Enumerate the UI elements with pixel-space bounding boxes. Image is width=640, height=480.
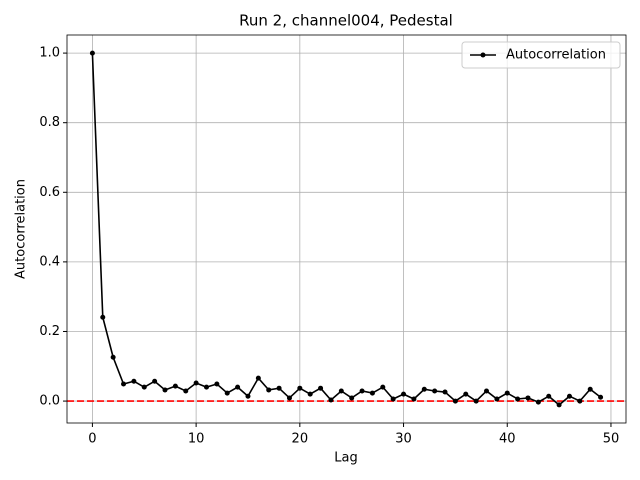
data-point xyxy=(411,396,417,402)
data-point xyxy=(463,391,469,397)
x-tick-label: 20 xyxy=(292,432,309,447)
data-point xyxy=(110,354,116,360)
data-point xyxy=(193,380,199,386)
x-tick-label: 10 xyxy=(188,432,205,447)
chart-title: Run 2, channel004, Pedestal xyxy=(239,12,453,30)
y-tick-label: 0.6 xyxy=(39,185,60,200)
y-tick-label: 0.2 xyxy=(39,324,60,339)
y-tick-label: 0.8 xyxy=(39,115,60,130)
x-tick-label: 40 xyxy=(499,432,516,447)
data-point xyxy=(255,375,261,381)
data-point xyxy=(131,378,137,384)
data-point xyxy=(535,399,541,405)
data-point xyxy=(307,391,313,397)
data-point xyxy=(286,395,292,401)
x-tick-label: 0 xyxy=(88,432,96,447)
data-point xyxy=(577,398,583,404)
data-point xyxy=(224,390,230,396)
data-point xyxy=(172,383,178,389)
data-point xyxy=(349,395,355,401)
data-point xyxy=(421,386,427,392)
data-point xyxy=(183,388,189,394)
legend-marker xyxy=(480,52,486,58)
legend-box xyxy=(461,41,621,69)
data-point xyxy=(598,394,604,400)
data-point xyxy=(162,387,168,393)
x-tick-label: 30 xyxy=(395,432,412,447)
y-tick-label: 0.4 xyxy=(39,254,60,269)
x-axis-label: Lag xyxy=(334,451,357,466)
legend-label: Autocorrelation xyxy=(506,48,606,63)
data-point xyxy=(525,395,531,401)
data-point xyxy=(214,381,220,387)
data-point xyxy=(245,393,251,399)
y-tick-label: 1.0 xyxy=(39,46,60,61)
data-point xyxy=(452,398,458,404)
data-point xyxy=(266,387,272,393)
data-point xyxy=(338,388,344,394)
data-point xyxy=(566,393,572,399)
data-point xyxy=(587,386,593,392)
data-point xyxy=(203,384,209,390)
plot-frame xyxy=(66,34,627,424)
data-point xyxy=(390,396,396,402)
y-tick-label: 0.0 xyxy=(39,394,60,409)
data-point xyxy=(401,391,407,397)
data-point xyxy=(442,389,448,395)
data-point xyxy=(359,388,365,394)
data-point xyxy=(432,388,438,394)
data-point xyxy=(546,393,552,399)
data-point xyxy=(515,396,521,402)
y-axis-label: Autocorrelation xyxy=(14,179,29,279)
data-point xyxy=(556,402,562,408)
data-point xyxy=(152,378,158,384)
data-point xyxy=(380,384,386,390)
data-point xyxy=(297,385,303,391)
data-point xyxy=(100,314,106,320)
x-tick-label: 50 xyxy=(603,432,620,447)
data-point xyxy=(121,381,127,387)
data-point xyxy=(141,384,147,390)
data-point xyxy=(328,397,334,403)
data-point xyxy=(504,390,510,396)
data-point xyxy=(494,396,500,402)
data-point xyxy=(484,388,490,394)
data-point xyxy=(473,398,479,404)
data-point xyxy=(318,385,324,391)
data-point xyxy=(235,384,241,390)
data-point xyxy=(276,385,282,391)
data-point xyxy=(369,390,375,396)
data-point xyxy=(89,50,95,56)
